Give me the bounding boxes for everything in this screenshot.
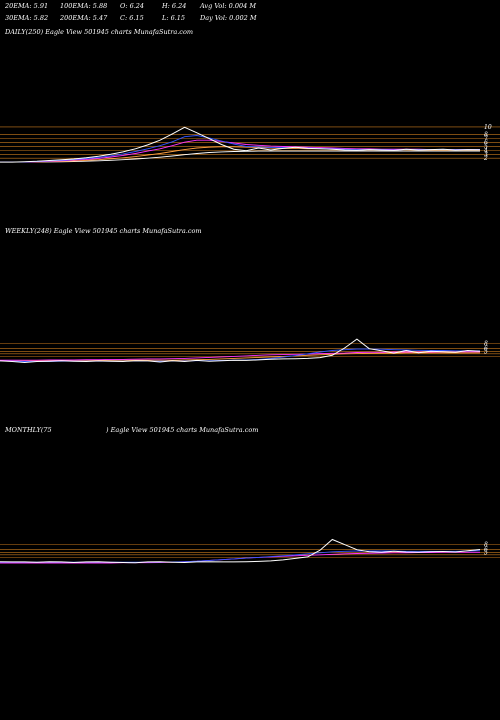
daily-ytick-label: 8 bbox=[484, 132, 488, 139]
weekly-price-chart: 865 bbox=[0, 338, 500, 364]
daily-ytick-label: 7 bbox=[484, 136, 488, 143]
monthly-ytick-label: 5 bbox=[484, 549, 488, 556]
stat-30ema: 30EMA: 5.82 bbox=[5, 14, 49, 22]
monthly-ytick-label: 6 bbox=[484, 547, 488, 554]
weekly-chart-title: WEEKLY(248) Eagle View 501945 charts Mun… bbox=[5, 227, 202, 235]
stat-high: H: 6.24 bbox=[162, 2, 187, 10]
monthly-series-line-0 bbox=[0, 538, 481, 564]
monthly-price-chart: 865 bbox=[0, 538, 500, 564]
stat-day-vol: Day Vol: 0.002 M bbox=[200, 14, 257, 22]
stat-avg-vol: Avg Vol: 0.004 M bbox=[200, 2, 257, 10]
daily-ytick-label: 5 bbox=[484, 143, 488, 150]
daily-ytick-label: 4 bbox=[483, 147, 488, 154]
monthly-ytick-label: 8 bbox=[484, 542, 488, 549]
stat-close: C: 6.15 bbox=[120, 14, 144, 22]
monthly-chart-title-right: ) Eagle View 501945 charts MunafaSutra.c… bbox=[106, 426, 259, 434]
daily-ytick-label: 2 bbox=[483, 155, 488, 162]
daily-ytick-label: 3 bbox=[484, 151, 488, 158]
monthly-chart-title-left: MONTHLY(75 bbox=[5, 426, 52, 434]
stat-20ema: 20EMA: 5.91 bbox=[5, 2, 49, 10]
weekly-series-line-0 bbox=[0, 338, 481, 364]
daily-chart-title: DAILY(250) Eagle View 501945 charts Muna… bbox=[5, 28, 194, 36]
weekly-ytick-label: 5 bbox=[484, 348, 488, 355]
daily-series-line-2 bbox=[0, 139, 480, 163]
weekly-ytick-label: 6 bbox=[484, 346, 488, 353]
daily-series-line-4 bbox=[0, 150, 480, 163]
daily-series-line-0 bbox=[0, 126, 481, 163]
weekly-series-line-3 bbox=[0, 352, 480, 361]
stat-low: L: 6.15 bbox=[162, 14, 186, 22]
stat-open: O: 6.24 bbox=[120, 2, 145, 10]
daily-ytick-label: 10 bbox=[484, 124, 492, 131]
daily-ytick-label: 6 bbox=[484, 140, 488, 147]
weekly-ytick-label: 8 bbox=[484, 341, 488, 348]
stat-200ema: 200EMA: 5.47 bbox=[60, 14, 108, 22]
stat-100ema: 100EMA: 5.88 bbox=[60, 2, 108, 10]
